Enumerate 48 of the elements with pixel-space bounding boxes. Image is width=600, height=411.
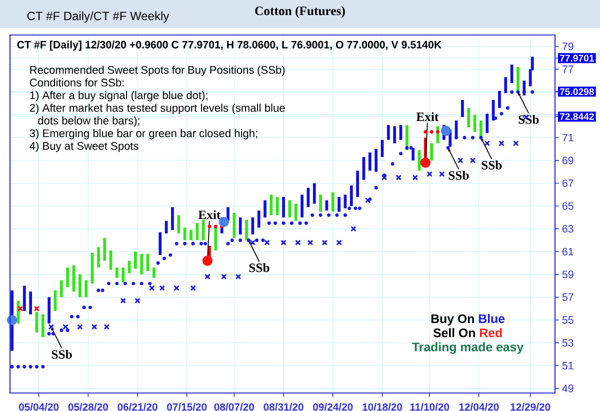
annotation: 3) Emerging blue bar or green bar closed high; — [30, 129, 258, 140]
y-tick-label: 71 — [562, 134, 574, 142]
annotation: Blue — [478, 314, 505, 324]
annotation: 1) After a buy signal (large blue dot); — [30, 91, 208, 102]
x-tick-label: 09/24/20 — [313, 403, 353, 411]
annotation: SSb — [249, 263, 270, 272]
y-tick-label: 67 — [562, 179, 574, 187]
annotation: Exit — [416, 112, 439, 122]
y-tick-label: 53 — [562, 339, 574, 347]
y-tick-label: 69 — [562, 156, 574, 164]
y-tick-label: 65 — [562, 202, 574, 210]
y-tick-label: 79 — [562, 42, 574, 50]
y-tick-label: 75.0298 — [560, 88, 594, 96]
annotation: SSb — [52, 350, 72, 359]
text: CT #F Daily/CT #F Weekly — [27, 11, 170, 23]
y-tick-label: 59 — [562, 270, 574, 278]
x-tick-label: 07/15/20 — [167, 403, 207, 411]
y-tick-label: 61 — [562, 248, 574, 256]
x-tick-label: 08/31/20 — [264, 403, 304, 411]
x-tick-label: 12/04/20 — [459, 403, 499, 411]
y-tick-label: 55 — [562, 316, 574, 324]
x-tick-label: 06/21/20 — [118, 403, 158, 411]
annotation: Buy On — [431, 314, 474, 326]
x-tick-label: 05/04/20 — [18, 403, 59, 411]
chart-title: Cotton (Futures) — [255, 6, 345, 18]
annotation: SSb — [482, 160, 502, 170]
y-tick-label: 49 — [562, 384, 574, 392]
annotation: Red — [480, 328, 502, 338]
y-tick-label: 51 — [562, 362, 574, 370]
y-tick-label: 77.9701 — [560, 54, 594, 62]
x-tick-label: 11/10/20 — [410, 403, 450, 411]
annotation: Conditions for SSb: — [30, 78, 124, 86]
annotation: Recommended Sweet Spots for Buy Positions (SSb) — [30, 66, 285, 76]
y-tick-label: 63 — [562, 225, 574, 233]
annotation: Exit — [198, 210, 221, 220]
x-tick-label: 05/28/20 — [68, 403, 108, 411]
x-tick-label: 10/18/20 — [362, 403, 402, 411]
y-tick-label: 77 — [562, 66, 574, 73]
x-tick-label: 12/29/20 — [510, 403, 550, 411]
annotation: Trading made easy — [412, 342, 524, 354]
chart-subtitle: CT #F [Daily] 12/30/20 +0.9600 C 77.9701, H 78.0600, L 76.9001, O 77.0000, V 9.5140K — [17, 40, 442, 51]
y-tick-label: 57 — [562, 294, 574, 301]
y-tick-label: 72.8442 — [560, 113, 594, 120]
annotation: 4) Buy at Sweet Spots — [30, 142, 138, 152]
annotation: Sell On — [433, 328, 475, 338]
annotation: 2) After market has tested support levels (small blue dots below the bars); — [30, 104, 285, 127]
x-tick-label: 08/07/20 — [214, 403, 254, 411]
annotation: SSb — [448, 170, 469, 180]
